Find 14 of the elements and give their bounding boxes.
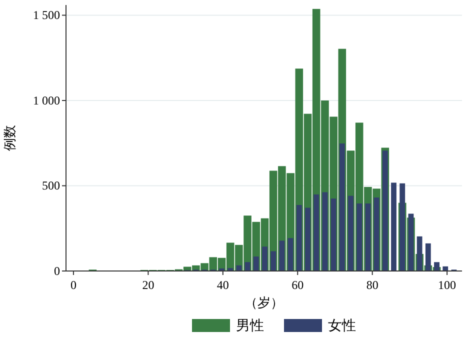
x-tick-label: 100 <box>438 278 456 292</box>
x-tick-label: 20 <box>142 278 154 292</box>
x-tick-label: 40 <box>216 278 229 292</box>
y-tick-label: 1 500 <box>33 8 60 22</box>
x-tick-label: 0 <box>70 278 76 292</box>
legend-label: 女性 <box>328 318 356 334</box>
x-axis-title: （岁） <box>244 295 284 310</box>
y-tick-label: 1 000 <box>33 93 60 108</box>
y-axis-title: 例数 <box>2 125 17 151</box>
x-tick-label: 60 <box>292 278 304 292</box>
legend-label: 男性 <box>236 318 264 334</box>
x-tick-label: 80 <box>366 278 378 292</box>
y-tick-label: 0 <box>54 264 60 278</box>
y-tick-label: 500 <box>42 178 60 193</box>
